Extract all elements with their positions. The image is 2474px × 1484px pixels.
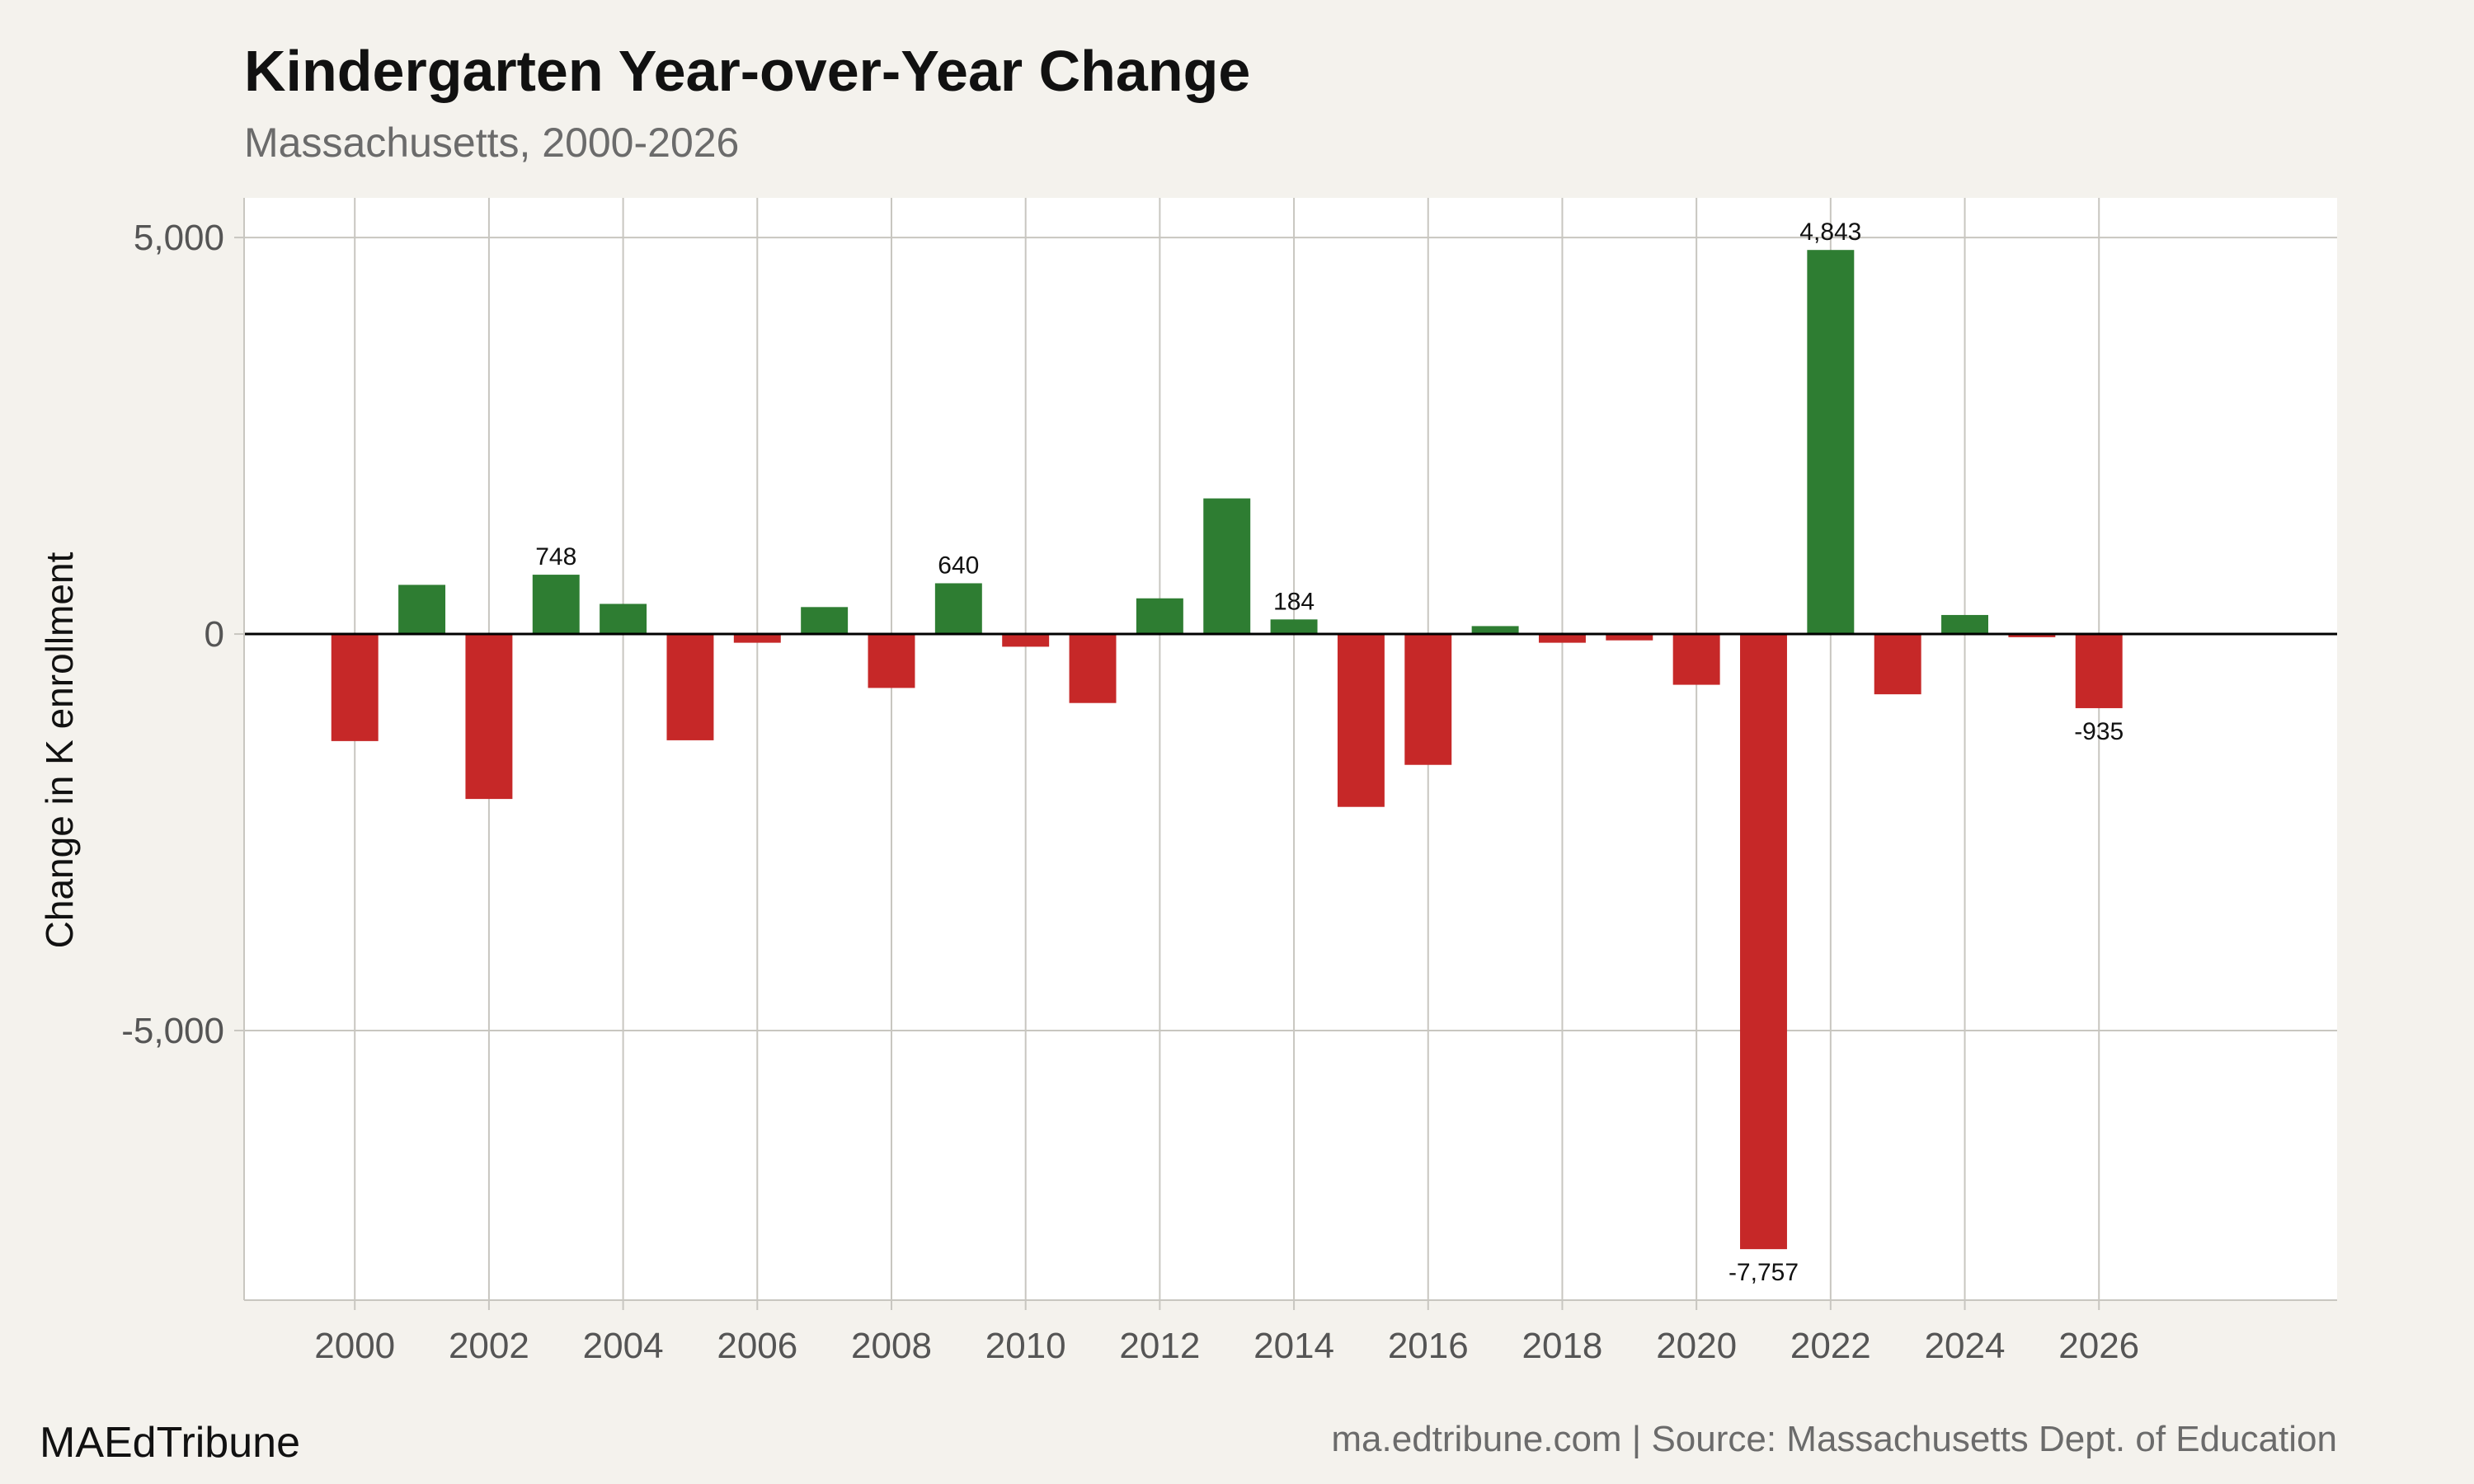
data-label: 4,843 — [1799, 218, 1861, 246]
data-label: -7,757 — [1729, 1259, 1799, 1286]
x-tick-label: 2020 — [1656, 1326, 1737, 1366]
x-tick-label: 2018 — [1522, 1326, 1603, 1366]
x-tick-label: 2004 — [583, 1326, 664, 1366]
bar — [1002, 634, 1050, 647]
x-tick-label: 2014 — [1253, 1326, 1334, 1366]
bar — [1471, 626, 1519, 635]
data-label: -935 — [2074, 718, 2124, 745]
data-label: 184 — [1273, 588, 1315, 615]
x-tick-label: 2012 — [1119, 1326, 1200, 1366]
y-axis-label: Change in K enrollment — [38, 552, 81, 948]
x-tick-label: 2026 — [2058, 1326, 2139, 1366]
bar — [1672, 634, 1720, 685]
bar — [666, 634, 714, 740]
data-label: 640 — [938, 552, 979, 579]
data-labels: 748 640 184 -7,757 4,843 -935 — [535, 218, 2124, 1286]
chart-subtitle: Massachusetts, 2000-2026 — [244, 120, 739, 166]
axes: 2000 2002 2004 2006 2008 2010 2012 2014 2016 2018… — [121, 198, 2337, 1366]
bar — [733, 634, 781, 643]
bar — [1270, 619, 1318, 635]
x-tick-label: 2022 — [1790, 1326, 1871, 1366]
x-tick-label: 2002 — [449, 1326, 529, 1366]
bars — [331, 250, 2123, 1250]
plot-panel — [244, 198, 2337, 1300]
bar — [465, 634, 513, 800]
x-tick-label: 2024 — [1925, 1326, 2006, 1366]
source-credit: ma.edtribune.com | Source: Massachusetts… — [1331, 1419, 2337, 1459]
bar — [532, 575, 580, 635]
y-tick-label: -5,000 — [121, 1011, 224, 1051]
y-tick-label: 0 — [205, 614, 224, 655]
bar — [1740, 634, 1787, 1250]
bar — [1538, 634, 1586, 643]
bar — [1874, 634, 1921, 695]
bar — [1203, 498, 1251, 635]
chart-title: Kindergarten Year-over-Year Change — [244, 39, 1250, 103]
bar — [1807, 250, 1855, 635]
bar — [1606, 634, 1653, 641]
bar — [600, 603, 647, 635]
data-label: 748 — [535, 543, 576, 571]
bar — [801, 607, 849, 635]
bar — [2008, 634, 2056, 637]
y-tick-label: 5,000 — [134, 218, 224, 258]
bar — [1136, 598, 1183, 635]
bar — [2075, 634, 2123, 708]
x-tick-label: 2016 — [1388, 1326, 1469, 1366]
x-tick-label: 2008 — [851, 1326, 932, 1366]
x-tick-label: 2006 — [717, 1326, 797, 1366]
bar — [1941, 614, 1988, 635]
x-tick-label: 2010 — [985, 1326, 1066, 1366]
bar — [868, 634, 915, 688]
bar — [331, 634, 379, 741]
bar — [398, 585, 446, 635]
bar — [1404, 634, 1452, 765]
bar — [1069, 634, 1117, 703]
bar — [1337, 634, 1385, 807]
brand-logo-text: MAEdTribune — [40, 1419, 300, 1467]
x-tick-label: 2000 — [314, 1326, 395, 1366]
bar — [934, 583, 982, 635]
